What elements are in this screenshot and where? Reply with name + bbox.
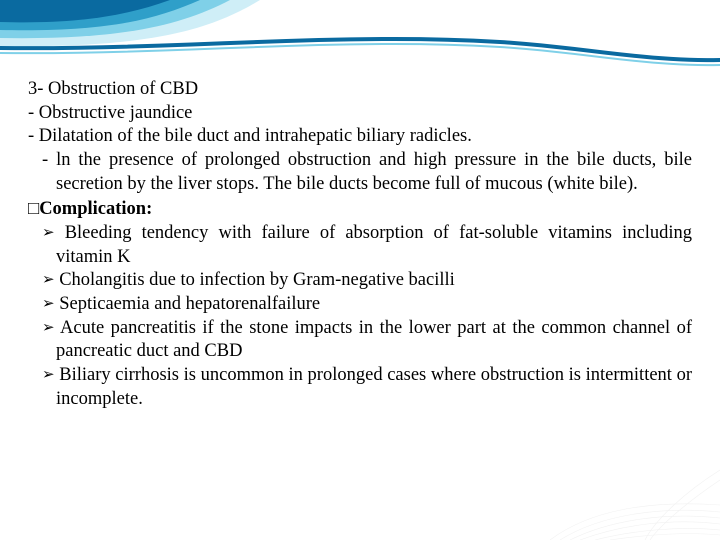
arrow-text: Bleeding tendency with failure of absorp… <box>56 223 692 267</box>
arrow-icon: ➢ <box>42 366 55 383</box>
heading-number: 3- <box>28 79 43 99</box>
section-heading: □Complication: <box>28 196 692 222</box>
arrow-icon: ➢ <box>42 319 55 336</box>
slide-content-main: 3- Obstruction of CBD - Obstructive jaun… <box>28 78 692 411</box>
dash-item: - Dilatation of the bile duct and intrah… <box>28 125 692 149</box>
arrow-text: Acute pancreatitis if the stone impacts … <box>56 318 692 362</box>
arrow-item: ➢ Bleeding tendency with failure of abso… <box>28 222 692 269</box>
header-swoosh <box>0 0 720 90</box>
dash-text: Obstructive jaundice <box>39 103 193 123</box>
arrow-text: Cholangitis due to infection by Gram-neg… <box>59 270 455 290</box>
dash-text: ln the presence of prolonged obstruction… <box>56 150 692 194</box>
arrow-item: ➢ Acute pancreatitis if the stone impact… <box>28 317 692 364</box>
arrow-icon: ➢ <box>42 271 55 288</box>
heading-line: 3- Obstruction of CBD <box>28 78 692 102</box>
heading-title: Obstruction of CBD <box>48 79 198 99</box>
arrow-item: ➢ Septicaemia and hepatorenalfailure <box>28 293 692 317</box>
arrow-text: Biliary cirrhosis is uncommon in prolong… <box>56 365 692 409</box>
arrow-text: Septicaemia and hepatorenalfailure <box>59 294 320 314</box>
section-label: Complication: <box>39 199 152 219</box>
dash-text: Dilatation of the bile duct and intrahep… <box>39 126 472 146</box>
dash-item: - ln the presence of prolonged obstructi… <box>28 149 692 196</box>
arrow-item: ➢ Cholangitis due to infection by Gram-n… <box>28 269 692 293</box>
arrow-item: ➢ Biliary cirrhosis is uncommon in prolo… <box>28 364 692 411</box>
square-bullet-icon: □ <box>28 197 39 218</box>
arrow-icon: ➢ <box>42 224 55 241</box>
dash-item: - Obstructive jaundice <box>28 102 692 126</box>
corner-texture <box>550 440 720 540</box>
arrow-icon: ➢ <box>42 295 55 312</box>
